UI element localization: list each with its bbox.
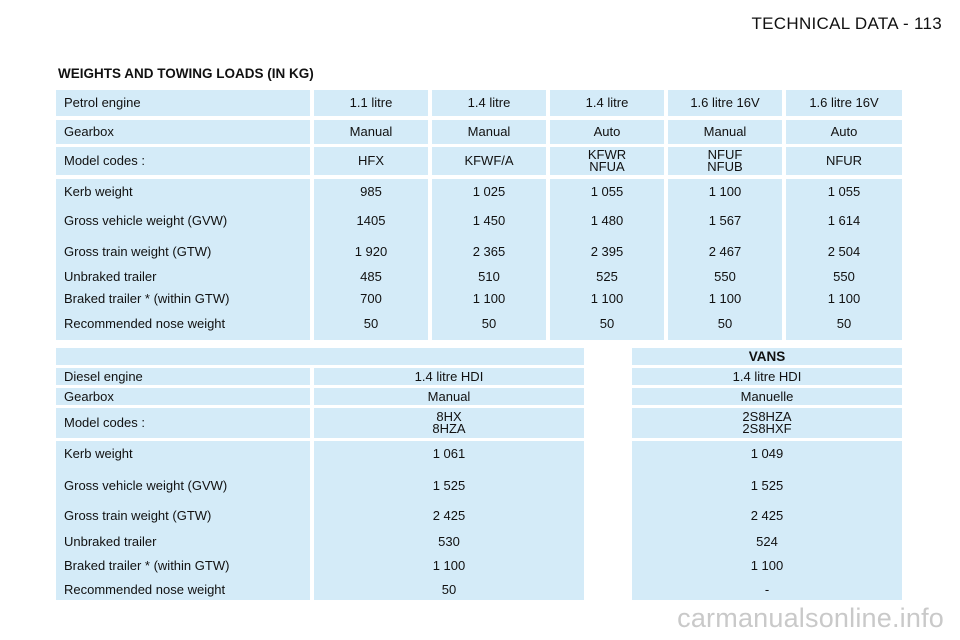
- gtw-value: 2 425: [432, 508, 466, 523]
- diesel-engine-label: Diesel engine: [56, 368, 310, 385]
- unbraked-value: 550: [833, 269, 855, 284]
- petrol-engine-col2: 1.4 litre: [432, 90, 546, 116]
- gvw-value: 1405: [356, 213, 386, 228]
- gtw-value: 1 920: [354, 244, 388, 259]
- gtw-value: 2 467: [708, 244, 742, 259]
- petrol-engine-col4: 1.6 litre 16V: [668, 90, 782, 116]
- braked-value: 1 100: [590, 291, 624, 306]
- gvw-value: 1 525: [432, 478, 466, 493]
- label-nose-weight: Recommended nose weight: [64, 316, 226, 331]
- nose-weight-value: -: [764, 582, 770, 597]
- label-braked-trailer: Braked trailer * (within GTW): [64, 558, 230, 573]
- kerb-weight-value: 1 049: [750, 446, 784, 461]
- petrol-weights-col3: 1 055 1 480 2 395 525 1 100 50: [550, 179, 664, 340]
- petrol-weights-col4: 1 100 1 567 2 467 550 1 100 50: [668, 179, 782, 340]
- label-gtw: Gross train weight (GTW): [64, 508, 212, 523]
- label-braked-trailer: Braked trailer * (within GTW): [64, 291, 230, 306]
- vans-heading: VANS: [632, 348, 902, 365]
- petrol-weights-col2: 1 025 1 450 2 365 510 1 100 50: [432, 179, 546, 340]
- braked-value: 700: [360, 291, 382, 306]
- petrol-engine-col3: 1.4 litre: [550, 90, 664, 116]
- unbraked-value: 550: [714, 269, 736, 284]
- gtw-value: 2 425: [750, 508, 784, 523]
- label-gvw: Gross vehicle weight (GVW): [64, 478, 228, 493]
- nose-weight-value: 50: [481, 316, 497, 331]
- unbraked-value: 485: [360, 269, 382, 284]
- diesel-heading-blank: [56, 348, 584, 365]
- watermark: carmanualsonline.info: [677, 603, 944, 633]
- section-title: WEIGHTS AND TOWING LOADS (IN KG): [58, 66, 314, 81]
- page-header: TECHNICAL DATA - 113: [751, 14, 942, 33]
- label-gtw: Gross train weight (GTW): [64, 244, 212, 259]
- petrol-gearbox-col3: Auto: [550, 120, 664, 144]
- petrol-gearbox-col2: Manual: [432, 120, 546, 144]
- gtw-value: 2 395: [590, 244, 624, 259]
- gvw-value: 1 450: [472, 213, 506, 228]
- label-unbraked-trailer: Unbraked trailer: [64, 534, 157, 549]
- label-nose-weight: Recommended nose weight: [64, 582, 226, 597]
- diesel-model-car: 8HX 8HZA: [314, 408, 584, 438]
- petrol-gearbox-col5: Auto: [786, 120, 902, 144]
- unbraked-value: 525: [596, 269, 618, 284]
- petrol-weights-labels: Kerb weight Gross vehicle weight (GVW) G…: [56, 179, 310, 340]
- gtw-value: 2 504: [827, 244, 861, 259]
- diesel-gearbox-car: Manual: [314, 388, 584, 405]
- diesel-gearbox-label: Gearbox: [56, 388, 310, 405]
- petrol-gearbox-label: Gearbox: [56, 120, 310, 144]
- petrol-gearbox-col4: Manual: [668, 120, 782, 144]
- gvw-value: 1 480: [590, 213, 624, 228]
- gvw-value: 1 614: [827, 213, 861, 228]
- unbraked-value: 524: [756, 534, 778, 549]
- kerb-weight-value: 1 055: [827, 184, 861, 199]
- nose-weight-value: 50: [441, 582, 457, 597]
- diesel-weights-car: 1 061 1 525 2 425 530 1 100 50: [314, 441, 584, 600]
- kerb-weight-value: 985: [360, 184, 382, 199]
- gvw-value: 1 525: [750, 478, 784, 493]
- petrol-model-col1: HFX: [314, 147, 428, 175]
- nose-weight-value: 50: [599, 316, 615, 331]
- kerb-weight-value: 1 100: [708, 184, 742, 199]
- petrol-model-label: Model codes :: [56, 147, 310, 175]
- diesel-weights-van: 1 049 1 525 2 425 524 1 100 -: [632, 441, 902, 600]
- diesel-model-label: Model codes :: [56, 408, 310, 438]
- kerb-weight-value: 1 025: [472, 184, 506, 199]
- petrol-model-col5: NFUR: [786, 147, 902, 175]
- label-kerb-weight: Kerb weight: [64, 446, 133, 461]
- petrol-weights-col5: 1 055 1 614 2 504 550 1 100 50: [786, 179, 902, 340]
- petrol-engine-col1: 1.1 litre: [314, 90, 428, 116]
- unbraked-value: 510: [478, 269, 500, 284]
- petrol-weights-col1: 985 1405 1 920 485 700 50: [314, 179, 428, 340]
- braked-value: 1 100: [750, 558, 784, 573]
- gtw-value: 2 365: [472, 244, 506, 259]
- petrol-gearbox-col1: Manual: [314, 120, 428, 144]
- label-gvw: Gross vehicle weight (GVW): [64, 213, 228, 228]
- unbraked-value: 530: [438, 534, 460, 549]
- braked-value: 1 100: [827, 291, 861, 306]
- diesel-gearbox-van: Manuelle: [632, 388, 902, 405]
- gvw-value: 1 567: [708, 213, 742, 228]
- petrol-model-col2: KFWF/A: [432, 147, 546, 175]
- label-kerb-weight: Kerb weight: [64, 184, 133, 199]
- nose-weight-value: 50: [363, 316, 379, 331]
- nose-weight-value: 50: [836, 316, 852, 331]
- label-unbraked-trailer: Unbraked trailer: [64, 269, 157, 284]
- diesel-model-van: 2S8HZA 2S8HXF: [632, 408, 902, 438]
- petrol-engine-label: Petrol engine: [56, 90, 310, 116]
- braked-value: 1 100: [432, 558, 466, 573]
- diesel-weights-labels: Kerb weight Gross vehicle weight (GVW) G…: [56, 441, 310, 600]
- diesel-engine-van: 1.4 litre HDI: [632, 368, 902, 385]
- petrol-engine-col5: 1.6 litre 16V: [786, 90, 902, 116]
- kerb-weight-value: 1 061: [432, 446, 466, 461]
- petrol-model-col4: NFUF NFUB: [668, 147, 782, 175]
- braked-value: 1 100: [472, 291, 506, 306]
- petrol-model-col3: KFWR NFUA: [550, 147, 664, 175]
- nose-weight-value: 50: [717, 316, 733, 331]
- kerb-weight-value: 1 055: [590, 184, 624, 199]
- diesel-engine-car: 1.4 litre HDI: [314, 368, 584, 385]
- braked-value: 1 100: [708, 291, 742, 306]
